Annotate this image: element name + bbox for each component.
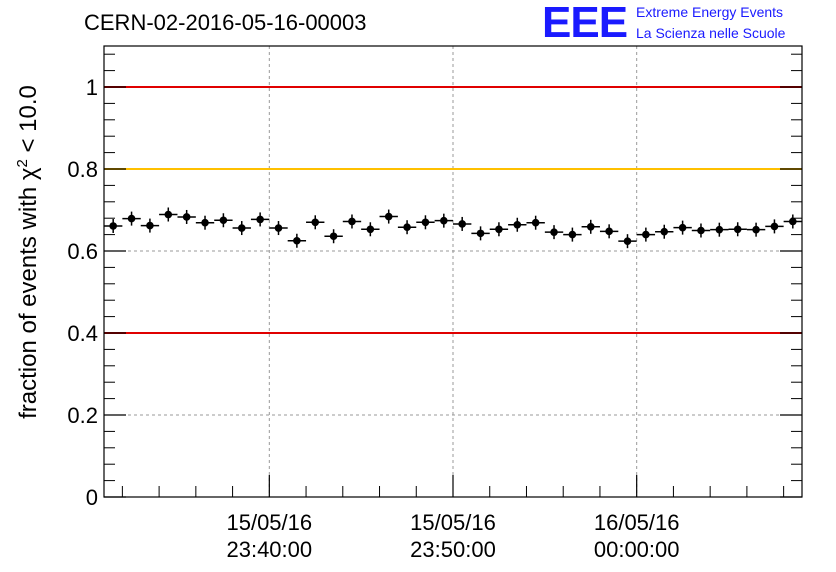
data-point	[660, 227, 669, 236]
data-point	[458, 220, 466, 228]
data-point	[182, 213, 191, 221]
eee-logo: EEE Extreme Energy Events La Scienza nel…	[542, 0, 832, 47]
data-point	[733, 225, 742, 234]
grid	[104, 46, 802, 497]
y-axis-title-symbol: χ	[15, 167, 42, 180]
data-point	[586, 223, 595, 231]
x-tick-label-date: 16/05/16	[594, 510, 680, 535]
y-axis-title-suffix: < 10.0	[15, 85, 42, 159]
data-point	[440, 216, 448, 225]
data-point	[293, 236, 301, 245]
data-point	[605, 227, 613, 236]
data-point	[201, 218, 209, 227]
data-point	[311, 218, 320, 227]
reference-lines	[104, 86, 802, 334]
data-point	[219, 216, 228, 225]
data-point	[348, 217, 356, 226]
data-point	[642, 230, 650, 239]
logo-line-2: La Scienza nelle Scuole	[636, 25, 786, 41]
data-point	[715, 225, 724, 234]
y-tick-label: 0	[86, 485, 98, 510]
data-point	[164, 210, 173, 219]
logo-line-1: Extreme Energy Events	[636, 4, 784, 20]
x-tick-label-time: 00:00:00	[594, 537, 680, 562]
data-point	[531, 218, 540, 227]
data-point	[256, 215, 264, 224]
y-tick-label: 0.2	[67, 403, 98, 428]
y-axis-title: fraction of events with χ2 < 10.0	[14, 85, 42, 419]
x-tick-label-date: 15/05/16	[410, 510, 496, 535]
data-point	[770, 222, 779, 231]
data-point	[274, 224, 283, 232]
data-point	[752, 225, 760, 234]
data-point	[678, 223, 687, 232]
x-tick-label-date: 15/05/16	[226, 510, 312, 535]
y-axis-title-superscript: 2	[14, 159, 31, 167]
axis-ticks	[104, 53, 802, 498]
data-point	[513, 220, 522, 229]
data-point	[789, 217, 797, 226]
data-point	[384, 212, 393, 221]
data-point	[568, 230, 577, 239]
y-axis-title-prefix: fraction of events with	[15, 180, 42, 419]
data-points	[104, 207, 802, 249]
y-tick-label: 0.8	[67, 157, 98, 182]
data-point	[403, 223, 411, 232]
data-point	[495, 225, 503, 234]
data-point	[623, 237, 632, 245]
data-point	[237, 224, 246, 232]
data-point	[697, 226, 705, 235]
data-point	[146, 221, 154, 230]
x-tick-label-time: 23:40:00	[226, 537, 312, 562]
y-tick-label: 0.4	[67, 321, 98, 346]
run-title: CERN-02-2016-05-16-00003	[84, 10, 367, 35]
data-point	[366, 225, 375, 234]
data-point	[127, 214, 136, 223]
y-tick-label: 0.6	[67, 239, 98, 264]
x-tick-label-time: 23:50:00	[410, 537, 496, 562]
data-point	[421, 218, 430, 227]
data-point	[550, 228, 558, 236]
data-point	[476, 229, 485, 238]
y-tick-label: 1	[86, 75, 98, 100]
logo-mark: EEE	[542, 0, 628, 47]
tick-labels: 00.20.40.60.8115/05/1623:40:0015/05/1623…	[67, 75, 679, 562]
data-point	[109, 222, 117, 230]
data-point	[329, 232, 338, 241]
